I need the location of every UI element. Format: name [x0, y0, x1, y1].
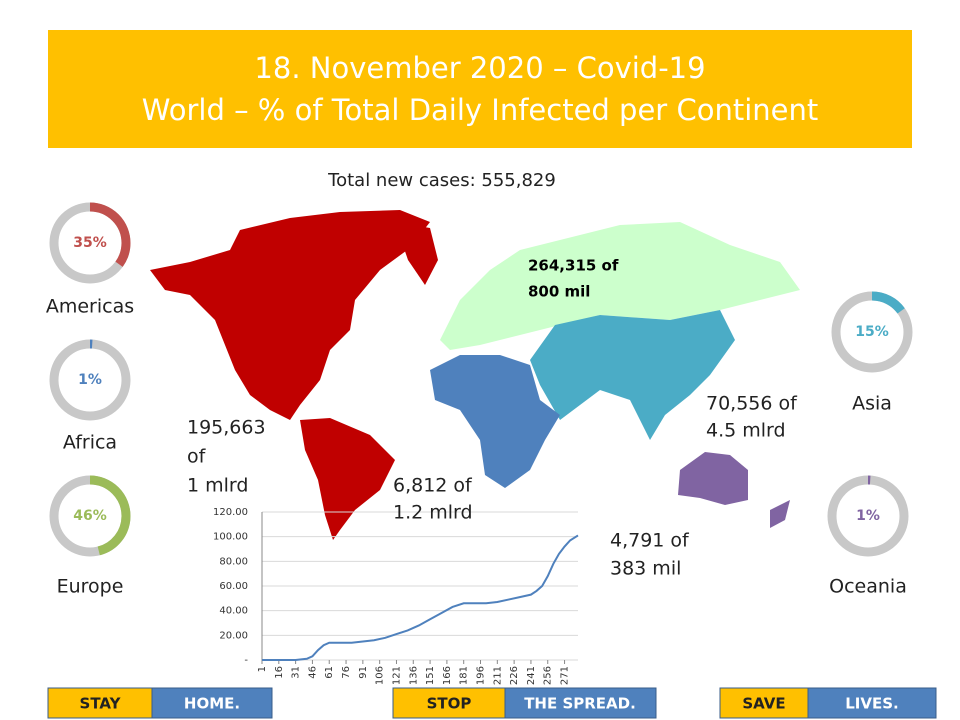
- donut-label: 35%: [73, 235, 107, 251]
- button-right: [807, 687, 937, 719]
- x-tick-label: 91: [358, 666, 369, 679]
- button-text: STOP: [427, 695, 472, 713]
- continent-name: Americas: [46, 296, 134, 318]
- donut-arc: [49, 202, 131, 284]
- continent-name: Europe: [57, 576, 124, 598]
- map-label: 383 mil: [610, 558, 681, 580]
- button-text: LIVES.: [845, 695, 899, 713]
- button-text: HOME.: [184, 695, 240, 713]
- header-box: [48, 30, 912, 148]
- africa: [430, 355, 560, 488]
- x-tick-label: 241: [526, 666, 537, 685]
- y-tick-label: -: [244, 655, 248, 666]
- continent-name: Asia: [852, 393, 892, 415]
- south-america: [300, 418, 395, 540]
- map-label: 4,791 of: [610, 530, 690, 552]
- donut-label: 1%: [856, 508, 880, 524]
- x-tick-label: 46: [307, 666, 318, 679]
- x-tick-label: 151: [425, 666, 436, 685]
- y-tick-label: 60.00: [219, 581, 248, 592]
- x-tick-label: 256: [543, 666, 554, 685]
- continent-name: Africa: [63, 432, 117, 454]
- button-right: [151, 687, 273, 719]
- map-label: 1.2 mlrd: [393, 502, 473, 524]
- total-cases: Total new cases: 555,829: [327, 170, 556, 191]
- donut-arc: [49, 339, 131, 421]
- x-tick-label: 196: [476, 666, 487, 685]
- y-tick-label: 100.00: [213, 532, 248, 543]
- subtitle: World – % of Total Daily Infected per Co…: [142, 93, 818, 127]
- footer: STAY HOME. STOP THE SPREAD. SAVE LIVES.: [47, 687, 937, 719]
- x-tick-label: 136: [408, 666, 419, 685]
- x-tick-label: 1: [257, 666, 268, 672]
- x-tick-label: 181: [459, 666, 470, 685]
- greenland: [395, 222, 438, 285]
- asia: [530, 310, 735, 440]
- map-label: 6,812 of: [393, 475, 473, 497]
- continent-name: Oceania: [829, 576, 907, 598]
- europe: [440, 222, 800, 350]
- donut-arc: [49, 475, 131, 557]
- title: 18. November 2020 – Covid-19: [254, 51, 705, 85]
- australia: [678, 452, 748, 505]
- button-text: SAVE: [742, 695, 785, 713]
- button-text: STAY: [80, 695, 122, 713]
- donut-arc: [827, 475, 909, 557]
- x-tick-label: 76: [341, 666, 352, 679]
- donut-label: 15%: [855, 324, 889, 340]
- map-label: 70,556 of: [706, 393, 798, 415]
- y-tick-label: 120.00: [213, 507, 248, 518]
- x-tick-label: 226: [509, 666, 520, 685]
- button-text: THE SPREAD.: [524, 695, 636, 713]
- x-tick-label: 31: [291, 666, 302, 679]
- y-tick-label: 40.00: [219, 606, 248, 617]
- map-label: of: [187, 446, 207, 468]
- x-tick-label: 271: [560, 666, 571, 685]
- new-zealand: [770, 500, 790, 528]
- donut-label: 1%: [78, 372, 102, 388]
- y-tick-label: 20.00: [219, 630, 248, 641]
- y-tick-label: 80.00: [219, 556, 248, 567]
- donut-arc: [831, 291, 913, 373]
- north-america: [150, 210, 430, 420]
- donut-label: 46%: [73, 508, 107, 524]
- map-label: 264,315 of: [528, 257, 619, 275]
- x-tick-label: 61: [324, 666, 335, 679]
- map-label: 4.5 mlrd: [706, 420, 786, 442]
- x-tick-label: 106: [375, 666, 386, 685]
- line-series: [262, 534, 579, 661]
- button-right: [504, 687, 657, 719]
- button-left: [47, 687, 153, 719]
- x-tick-label: 166: [442, 666, 453, 685]
- world-map: [150, 210, 800, 540]
- map-label: 195,663: [187, 417, 266, 439]
- x-tick-label: 16: [274, 666, 285, 679]
- button-left: [392, 687, 506, 719]
- map-label: 800 mil: [528, 283, 590, 301]
- x-tick-label: 211: [492, 666, 503, 685]
- map-label: 1 mlrd: [187, 475, 248, 497]
- x-tick-label: 121: [391, 666, 402, 685]
